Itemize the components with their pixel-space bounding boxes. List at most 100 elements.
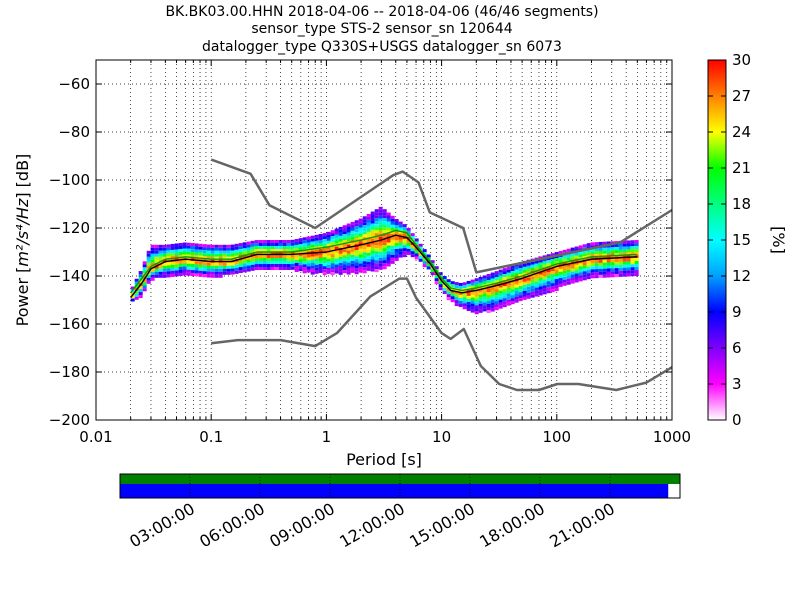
density-cell [538,283,543,287]
density-cell [314,264,319,268]
density-cell [178,266,183,270]
density-cell [502,280,507,284]
density-cell [370,232,375,236]
density-cell [482,275,487,279]
density-cell [562,264,567,268]
density-cell [214,250,219,254]
density-cell [378,215,383,219]
density-cell [234,246,239,250]
density-cell [170,246,175,250]
density-cell [314,240,319,244]
density-cell [562,249,567,253]
density-cell [554,258,559,262]
density-cell [578,251,583,255]
density-cell [502,271,507,275]
density-cell [462,294,467,298]
density-cell [566,248,571,252]
density-cell [518,283,523,287]
density-cell [334,231,339,235]
density-cell [182,269,187,273]
density-cell [614,271,619,275]
density-cell [222,268,227,272]
density-cell [330,260,335,264]
density-cell [194,249,199,253]
density-cell [490,296,495,300]
density-cell [234,261,239,265]
density-cell [242,266,247,270]
series-nhnm [210,158,673,274]
density-cell [154,244,159,248]
density-cell [182,260,187,264]
density-cell [346,268,351,272]
density-cell [626,240,631,244]
density-cell [574,261,579,265]
density-cell [354,229,359,233]
density-cell [370,250,375,254]
density-cell [198,246,203,250]
density-cell [370,247,375,251]
density-cell [422,258,427,262]
density-cell [614,247,619,251]
density-cell [522,269,527,273]
density-cell [154,250,159,254]
density-cell [418,258,423,262]
density-cell [522,293,527,297]
density-cell [522,284,527,288]
density-cell [150,253,155,257]
density-cell [274,264,279,267]
density-cell [606,268,611,272]
density-cell [594,254,599,258]
density-cell [610,253,615,257]
density-cell [518,265,523,269]
density-cell [498,299,503,303]
density-cell [374,254,379,258]
density-cell [290,260,295,264]
density-cell [334,261,339,265]
density-cell [318,251,323,255]
density-cell [182,245,187,249]
density-cell [178,260,183,264]
density-cell [278,255,283,258]
density-cell [374,266,379,270]
density-cell [166,271,171,275]
density-cell [238,264,243,268]
colorbar-tick-label: 3 [732,375,742,393]
density-cell [390,215,395,219]
density-cell [270,264,275,267]
density-cell [474,311,479,315]
density-cell [346,253,351,257]
density-cell [170,249,175,253]
density-cell [282,258,287,261]
density-cell [250,261,255,265]
y-axis-label: Power [m²/s⁴/Hz] [dB] [13,154,32,327]
density-cell [326,258,331,262]
density-cell [526,277,531,281]
density-cell [534,284,539,288]
density-cell [550,286,555,290]
density-cell [410,251,415,255]
density-cell [270,258,275,261]
density-cell [506,269,511,273]
density-cell [554,282,559,286]
density-cell [494,304,499,308]
density-cell [406,227,411,231]
density-cell [446,294,451,298]
density-cell [222,253,227,257]
density-cell [418,255,423,259]
density-cell [362,255,367,259]
density-cell [194,255,199,259]
density-cell [630,270,635,274]
density-cell [186,242,191,246]
density-cell [514,293,519,297]
density-cell [226,265,231,269]
density-cell [370,268,375,272]
timeline-tick-label: 21:00:00 [546,499,618,551]
density-cell [190,267,195,271]
density-cell [602,253,607,257]
density-cell [526,292,531,296]
density-cell [482,299,487,303]
density-cell [174,252,179,256]
density-cell [266,249,271,252]
density-cell [626,249,631,253]
density-cell [466,283,471,287]
